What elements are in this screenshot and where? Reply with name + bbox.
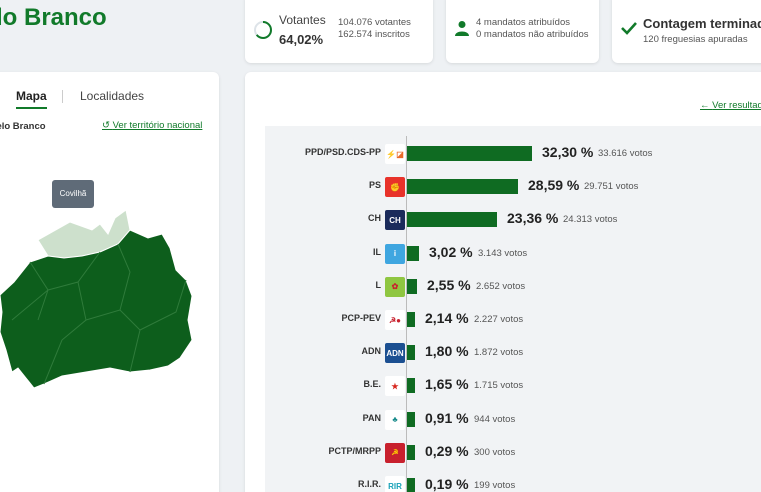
party-pct: 0,91 % [425,409,469,426]
vote-bar [407,444,415,460]
party-row[interactable]: CH CH 23,36 % 24.313 votos [245,210,761,231]
party-name: PAN [362,412,381,423]
undo-icon: ↺ [102,120,110,131]
party-votes: 944 votos [474,413,516,425]
pcp-pev-logo-icon: ☭● [385,310,405,330]
party-votes: 1.715 votos [474,380,524,392]
party-name: CH [368,213,381,224]
vote-bar [407,478,415,492]
votantes-count: 104.076 votantes [338,17,411,28]
party-name: L [375,279,382,290]
tab-divider [62,90,63,103]
party-row[interactable]: PPD/PSD.CDS-PP ⚡◪ 32,30 % 33.616 votos [245,144,761,164]
check-icon [621,22,637,35]
vote-bar [407,146,532,161]
ver-resultados-label: Ver resultad [712,100,761,111]
map-district-shape[interactable] [0,229,193,389]
person-icon [455,21,469,36]
party-name: ADN [361,346,382,357]
party-votes: 24.313 votos [563,214,618,226]
party-votes: 300 votos [474,446,516,458]
party-name: PCTP/MRPP [328,445,381,456]
ver-territorio-label: Ver território nacional [112,120,203,131]
district-map[interactable] [0,200,219,470]
party-name: B.E. [363,379,381,390]
party-pct: 3,02 % [429,243,473,260]
vote-bar [407,411,415,427]
party-row[interactable]: PCTP/MRPP ☭ 0,29 % 300 votos [245,442,761,463]
party-name: PCP-PEV [341,313,381,323]
party-pct: 28,59 % [528,177,580,194]
party-row[interactable]: PAN ♣ 0,91 % 944 votos [245,409,761,430]
party-name: PPD/PSD.CDS-PP [304,147,381,157]
psd-cds-logo-icon: ⚡◪ [385,144,405,164]
party-votes: 2.652 votos [476,280,526,292]
ver-territorio-nacional-link[interactable]: ↺ Ver território nacional [102,120,202,131]
party-name: IL [373,246,381,257]
district-name: stelo Branco [0,121,46,132]
map-panel: Mapa Localidades stelo Branco ↺ Ver terr… [0,72,219,492]
progress-ring-icon [254,21,272,39]
party-row[interactable]: ADN ADN 1,80 % 1.872 votos [245,343,761,364]
freguesias-apuradas: 120 freguesias apuradas [643,34,748,45]
party-votes: 199 votos [474,480,516,491]
tab-localidades[interactable]: Localidades [80,89,145,103]
party-votes: 1.872 votos [474,347,524,359]
mandatos-atribuidos: 4 mandatos atribuídos [476,17,571,28]
chart-axis-line [406,136,407,492]
party-row[interactable]: IL i 3,02 % 3.143 votos [245,243,761,264]
vote-bar [407,345,415,361]
rir-logo-icon: RIR [385,476,405,492]
party-name: R.I.R. [357,479,381,489]
contagem-title: Contagem terminada [643,16,761,31]
party-votes: 33.616 votos [598,148,653,159]
party-pct: 1,80 % [425,343,469,360]
vote-bar [407,245,419,261]
party-row[interactable]: PCP-PEV ☭● 2,14 % 2.227 votos [245,310,761,330]
tab-mapa[interactable]: Mapa [16,89,47,109]
pctp-logo-icon: ☭ [385,442,405,463]
vote-bar [407,278,417,294]
map-borders [11,243,187,385]
party-row[interactable]: B.E. ★ 1,65 % 1.715 votos [245,376,761,397]
party-pct: 0,29 % [425,442,469,459]
region-tooltip: Covilhã [52,180,94,208]
party-row[interactable]: R.I.R. RIR 0,19 % 199 votos [245,476,761,492]
vote-bar [407,312,415,327]
vote-bar [407,179,518,195]
votantes-label: Votantes [279,13,326,27]
adn-logo-icon: ADN [385,343,405,364]
contagem-card: Contagem terminada 120 freguesias apurad… [612,0,761,63]
vote-bar [407,212,497,228]
party-row[interactable]: L ✿ 2,55 % 2.652 votos [245,276,761,297]
chega-logo-icon: CH [385,210,405,231]
party-votes: 29.751 votos [584,181,639,193]
party-row[interactable]: PS ✊ 28,59 % 29.751 votos [245,177,761,198]
be-logo-icon: ★ [385,376,405,397]
pan-logo-icon: ♣ [385,409,405,430]
party-pct: 32,30 % [542,144,594,160]
results-panel: ← Ver resultad PPD/PSD.CDS-PP ⚡◪ 32,30 % 33… [245,72,761,492]
page-title: lo Branco [0,4,107,31]
party-pct: 1,65 % [425,376,469,393]
vote-bar [407,378,415,394]
il-logo-icon: i [385,243,405,264]
votantes-pct: 64,02% [279,32,324,47]
mandatos-card: 4 mandatos atribuídos 0 mandatos não atr… [446,0,599,63]
party-pct: 2,55 % [427,276,471,293]
party-pct: 0,19 % [425,476,469,492]
ver-resultados-link[interactable]: ← Ver resultad [700,100,761,111]
party-name: PS [368,180,381,191]
arrow-left-icon: ← [700,100,713,111]
ps-logo-icon: ✊ [385,177,405,198]
mandatos-nao-atribuidos: 0 mandatos não atribuídos [476,29,589,40]
livre-logo-icon: ✿ [385,276,405,297]
inscritos-count: 162.574 inscritos [338,29,410,40]
party-votes: 2.227 votos [474,314,524,325]
party-pct: 23,36 % [507,210,559,227]
party-pct: 2,14 % [425,310,469,326]
party-votes: 3.143 votos [478,247,528,259]
votantes-card: Votantes 64,02% 104.076 votantes 162.574… [245,0,433,63]
